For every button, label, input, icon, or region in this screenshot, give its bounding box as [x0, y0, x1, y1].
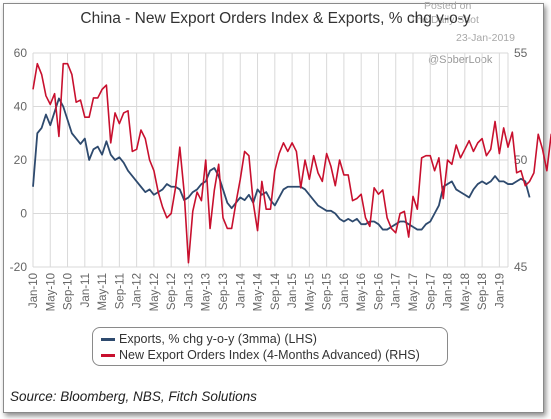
x-tick-label: Jan-10 — [28, 273, 40, 308]
legend: Exports, % chg y-o-y (3mma) (LHS) New Ex… — [92, 327, 448, 366]
x-tick-label: Sep-17 — [425, 273, 437, 310]
x-tick-label: Sep-18 — [477, 273, 489, 310]
x-tick-label: Jan-16 — [339, 273, 351, 308]
legend-swatch-orders — [101, 353, 115, 357]
legend-label-exports: Exports, % chg y-o-y (3mma) (LHS) — [119, 332, 317, 346]
y-right-tick-label: 45 — [514, 260, 528, 274]
legend-label-orders: New Export Orders Index (4-Months Advanc… — [119, 348, 420, 362]
legend-swatch-exports — [101, 337, 115, 341]
y-left-tick-label: 40 — [14, 100, 28, 114]
x-tick-label: Sep-16 — [373, 273, 385, 310]
y-left-tick-label: -20 — [10, 260, 28, 274]
x-tick-label: May-17 — [408, 273, 420, 311]
x-tick-label: Jan-18 — [443, 273, 455, 308]
x-tick-label: Sep-15 — [322, 273, 334, 310]
x-tick-label: May-13 — [201, 273, 213, 311]
x-tick-label: May-14 — [253, 272, 265, 311]
legend-item-orders: New Export Orders Index (4-Months Advanc… — [101, 347, 420, 363]
x-tick-label: Jan-11 — [80, 273, 92, 307]
axis-layer: -20 0 20 40 60 45 50 55 Jan-10 May-10 Sep-10 Jan-11… — [10, 46, 528, 311]
watermark-posted: Posted on — [424, 0, 472, 12]
legend-item-exports: Exports, % chg y-o-y (3mma) (LHS) — [101, 331, 317, 347]
x-tick-label: Sep-11 — [114, 273, 126, 309]
x-tick-label: May-12 — [149, 273, 161, 311]
x-tick-label: Jan-15 — [287, 273, 299, 308]
x-tick-label: Sep-13 — [218, 273, 230, 310]
x-tick-label: Jan-19 — [494, 273, 506, 308]
grid-layer — [32, 52, 509, 268]
y-left-tick-label: 20 — [14, 153, 28, 167]
source-note: Source: Bloomberg, NBS, Fitch Solutions — [10, 389, 257, 404]
x-tick-label: Sep-12 — [166, 273, 178, 310]
series-layer — [32, 62, 551, 264]
x-tick-label: Sep-10 — [63, 273, 75, 310]
series-line-exports — [32, 97, 531, 231]
x-tick-label: Jan-14 — [235, 272, 247, 308]
x-tick-label: May-16 — [356, 273, 368, 311]
y-left-tick-label: 0 — [20, 207, 27, 221]
series-line-orders — [32, 62, 551, 264]
chart-title: China - New Export Orders Index & Export… — [80, 10, 471, 27]
watermark-handle: @SoberLook — [428, 54, 493, 66]
x-tick-label: Sep-14 — [270, 272, 282, 310]
x-tick-label: Jan-13 — [183, 273, 195, 308]
watermark-source: The Daily Shot — [410, 14, 479, 26]
y-right-tick-label: 55 — [514, 46, 528, 60]
x-tick-label: Jan-17 — [391, 273, 403, 308]
y-left-tick-label: 60 — [14, 46, 28, 60]
x-tick-label: May-10 — [45, 273, 57, 311]
x-tick-label: May-15 — [304, 273, 316, 311]
x-tick-label: May-11 — [97, 273, 109, 311]
x-tick-label: May-18 — [460, 273, 472, 311]
y-right-tick-label: 50 — [514, 153, 528, 167]
watermark-date: 23-Jan-2019 — [456, 32, 515, 44]
x-tick-label: Jan-12 — [132, 273, 144, 308]
